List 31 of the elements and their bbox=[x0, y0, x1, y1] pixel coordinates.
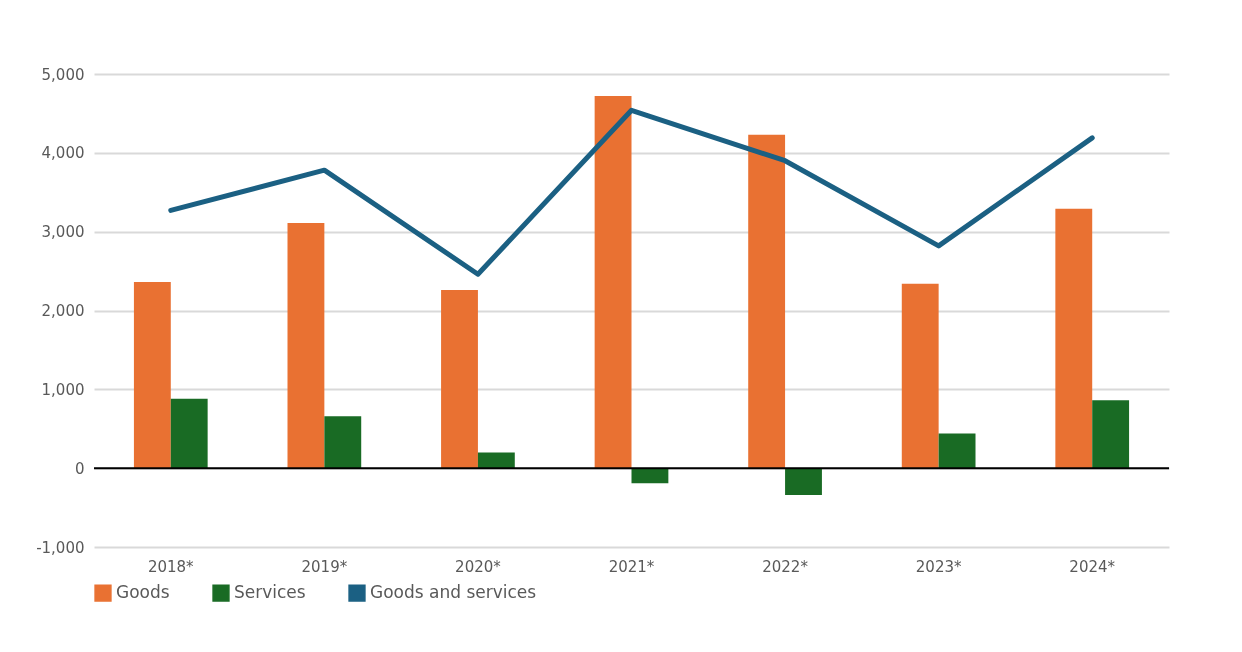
bar bbox=[1055, 208, 1093, 469]
bar bbox=[133, 282, 171, 469]
y-tick-label: 2,000 bbox=[41, 302, 85, 320]
bar bbox=[1092, 400, 1130, 469]
x-tick-label: 2019* bbox=[301, 557, 348, 576]
legend-label: Goods bbox=[116, 582, 170, 603]
bar bbox=[901, 283, 939, 469]
x-tick-label: 2024* bbox=[1069, 557, 1116, 576]
bar bbox=[170, 398, 208, 469]
y-tick-label: 3,000 bbox=[41, 223, 85, 242]
y-tick-label: 5,000 bbox=[41, 65, 85, 84]
y-tick-label: 0 bbox=[74, 459, 85, 478]
bar bbox=[324, 416, 362, 469]
bar bbox=[441, 290, 478, 469]
x-tick-label: 2021* bbox=[608, 557, 655, 576]
x-tick-label: 2020* bbox=[455, 557, 502, 576]
y-tick-label: 1,000 bbox=[41, 380, 85, 399]
bar bbox=[287, 222, 325, 469]
bar bbox=[477, 452, 515, 469]
x-tick-label: 2018* bbox=[147, 557, 195, 576]
legend-label: Goods and services bbox=[370, 582, 537, 603]
bar bbox=[938, 433, 976, 469]
y-tick-label: 4,000 bbox=[41, 144, 85, 163]
legend-label: Services bbox=[234, 582, 306, 603]
bar bbox=[785, 468, 822, 495]
bar bbox=[748, 134, 786, 469]
y-tick-label: -1,000 bbox=[36, 538, 85, 557]
x-tick-label: 2022* bbox=[762, 557, 809, 576]
x-tick-label: 2023* bbox=[915, 557, 962, 576]
bar bbox=[631, 468, 669, 484]
bar bbox=[594, 96, 632, 469]
